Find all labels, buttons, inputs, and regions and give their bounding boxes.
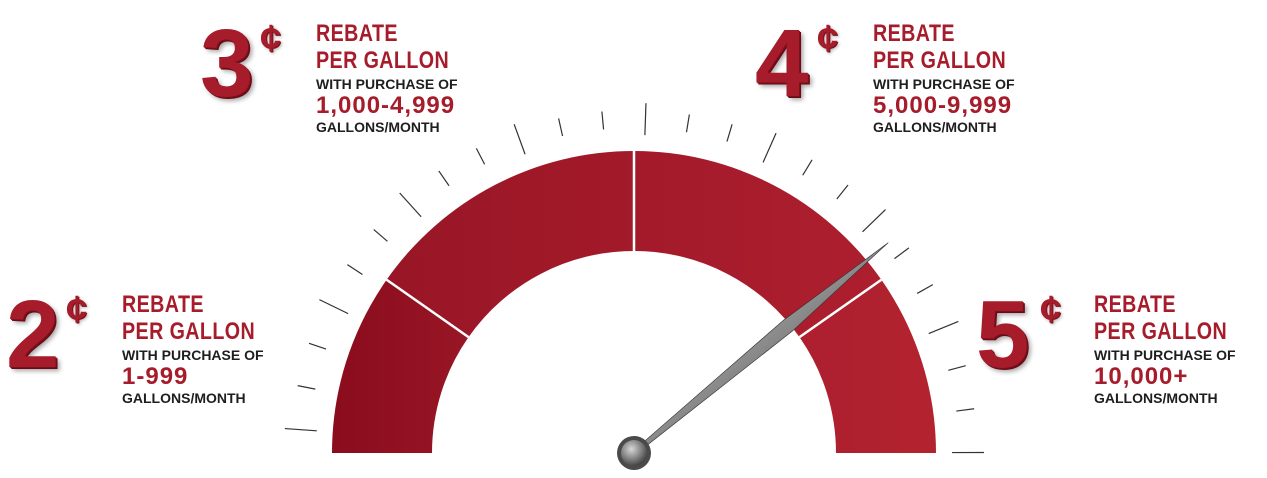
gallon-range: 5,000-9,999 (873, 92, 1013, 119)
gallon-range: 1,000-4,999 (316, 92, 456, 119)
tick-mark (762, 132, 777, 163)
tier-info: REBATE PER GALLON WITH PURCHASE OF 5,000… (873, 20, 1035, 136)
tier-info: REBATE PER GALLON WITH PURCHASE OF 1,000… (316, 20, 478, 136)
gauge-segment-tier-2c (332, 279, 469, 453)
period-label: GALLONS/MONTH (122, 390, 246, 406)
tick-mark (438, 170, 450, 187)
tier-amount: 2 (6, 281, 59, 388)
tier-amount: 5 (976, 281, 1029, 388)
tick-mark (297, 385, 316, 390)
tier-4c-label: 4 ¢ REBATE PER GALLON WITH PURCHASE OF 5… (755, 16, 1055, 176)
gauge-segment-tier-3c (386, 151, 634, 338)
period-label: GALLONS/MONTH (873, 119, 997, 135)
rebate-heading: REBATE (122, 291, 204, 318)
rebate-heading: REBATE (1094, 291, 1176, 318)
tick-mark (802, 159, 813, 176)
tick-mark (726, 124, 733, 142)
rebate-heading: REBATE (873, 20, 955, 47)
per-gallon-heading: PER GALLON (316, 47, 450, 74)
tick-mark (284, 427, 317, 432)
tick-mark (347, 264, 363, 275)
cent-sign: ¢ (66, 289, 88, 331)
tick-marks (284, 103, 985, 454)
period-label: GALLONS/MONTH (316, 119, 440, 135)
tick-mark (373, 229, 388, 242)
tick-mark (601, 111, 605, 130)
tick-mark (894, 247, 910, 260)
cent-sign: ¢ (817, 18, 839, 60)
tick-mark (685, 114, 690, 133)
needle-hub (621, 440, 647, 466)
purchase-label: WITH PURCHASE OF (122, 347, 264, 363)
tick-mark (836, 184, 849, 200)
segment-divider (385, 278, 470, 339)
cent-sign: ¢ (1040, 289, 1062, 331)
tier-3c-label: 3 ¢ REBATE PER GALLON WITH PURCHASE OF 1… (200, 16, 500, 176)
tick-mark (558, 118, 564, 137)
purchase-label: WITH PURCHASE OF (316, 76, 458, 92)
tier-2c-label: 2 ¢ REBATE PER GALLON WITH PURCHASE OF 1… (6, 287, 306, 447)
segment-divider (798, 278, 883, 339)
cent-sign: ¢ (260, 18, 282, 60)
rebate-heading: REBATE (316, 20, 398, 47)
tier-amount: 4 (755, 10, 808, 117)
tick-mark (399, 192, 422, 218)
per-gallon-heading: PER GALLON (122, 318, 256, 345)
gauge-segment-tier-5c (799, 279, 936, 453)
tier-5c-label: 5 ¢ REBATE PER GALLON WITH PURCHASE OF 1… (976, 287, 1266, 447)
tick-mark (916, 284, 934, 294)
tick-mark (862, 209, 886, 233)
tier-amount: 3 (200, 10, 253, 117)
tick-mark (928, 320, 959, 335)
segment-dividers (385, 151, 883, 339)
per-gallon-heading: PER GALLON (873, 47, 1007, 74)
tick-mark (319, 299, 349, 315)
per-gallon-heading: PER GALLON (1094, 318, 1228, 345)
tier-info: REBATE PER GALLON WITH PURCHASE OF 1-999… (122, 291, 284, 407)
tick-mark (475, 148, 486, 165)
purchase-label: WITH PURCHASE OF (1094, 347, 1236, 363)
period-label: GALLONS/MONTH (1094, 390, 1218, 406)
gallon-range: 1-999 (122, 363, 189, 390)
tick-mark (644, 103, 647, 136)
gallon-range: 10,000+ (1094, 363, 1189, 390)
tick-mark (513, 123, 526, 155)
gauge-segment-tier-4c (634, 151, 882, 338)
tick-mark (948, 365, 966, 371)
purchase-label: WITH PURCHASE OF (873, 76, 1015, 92)
tick-mark (956, 408, 975, 412)
gauge-arc (332, 151, 936, 453)
tier-info: REBATE PER GALLON WITH PURCHASE OF 10,00… (1094, 291, 1256, 407)
tick-mark (308, 342, 327, 350)
needle (617, 242, 889, 470)
